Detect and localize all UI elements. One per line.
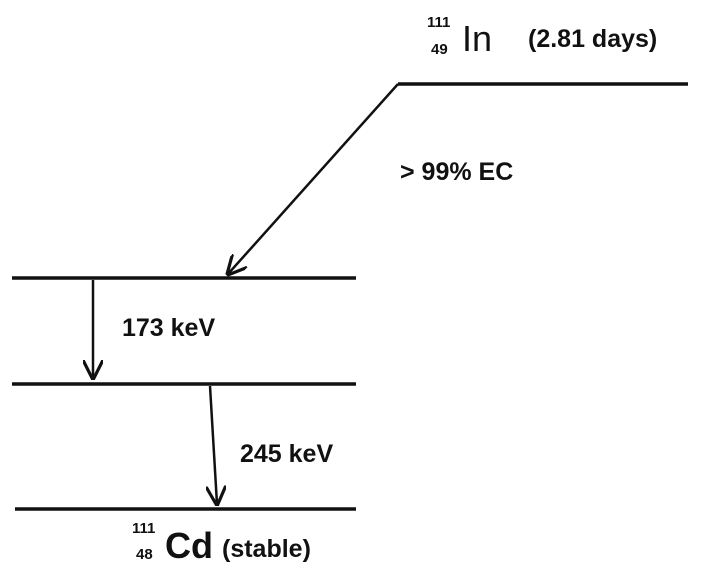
parent-symbol: In [462,18,492,59]
daughter-symbol: Cd [165,525,213,566]
ec-arrow [228,83,399,274]
gamma-arrow [210,385,217,504]
daughter-mass-number: 111 [132,520,155,537]
parent-mass-number: 111 [427,14,450,31]
parent-half-life: (2.81 days) [528,25,657,53]
parent-atomic-number: 49 [431,41,448,58]
ec-label: > 99% EC [400,158,513,186]
gamma-label: 245 keV [240,440,333,468]
daughter-atomic-number: 48 [136,546,153,563]
daughter-half-life: (stable) [222,535,311,563]
gamma-label: 173 keV [122,314,215,342]
